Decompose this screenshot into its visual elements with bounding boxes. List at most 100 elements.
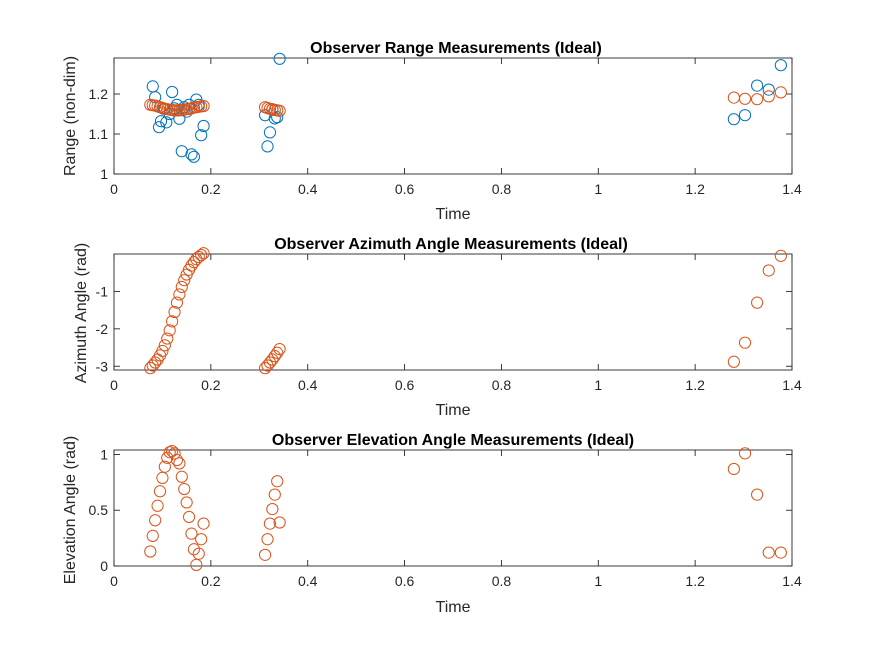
elevation-data-point [751,488,764,501]
elevation-data-point [173,457,186,470]
elevation-data-point [185,527,198,540]
range-data-point [762,83,775,96]
elevation-x-tick-label: 1 [594,573,602,589]
azimuth-x-tick-label: 0.4 [298,377,318,393]
elevation-y-tick-label: 0 [100,558,108,574]
range-x-tick-label: 1 [594,181,602,197]
elevation-data-point [170,453,184,467]
range-chart-title: Observer Range Measurements (Ideal) [310,40,602,57]
azimuth-y-tick-label: -2 [96,321,109,337]
elevation-data-point [258,548,272,561]
elevation-data-point [151,499,164,512]
elevation-data-point [197,517,210,530]
elevation-x-tick-label: 1.4 [782,573,802,589]
azimuth-x-tick-label: 0.2 [201,377,221,393]
azimuth-data-point [268,350,281,363]
azimuth-data-point [197,247,210,260]
elevation-data-point [146,529,159,542]
range-data-point [261,140,274,153]
azimuth-data-point [166,315,179,328]
elevation-data-point [144,545,157,558]
azimuth-data-point [163,324,176,337]
elevation-x-tick-label: 0.2 [201,573,221,589]
azimuth-data-point [190,253,203,266]
elevation-data-point [261,533,274,546]
elevation-x-tick-label: 0 [110,573,118,589]
range-data-point [170,104,184,117]
range-x-tick-label: 0 [110,181,118,197]
azimuth-data-point [727,355,740,368]
range-data-point [160,116,173,129]
range-data-point [185,148,198,161]
elevation-data-point [161,451,174,464]
range-x-tick-label: 0.8 [492,181,512,197]
elevation-y-axis-label: Elevation Angle (rad) [62,436,79,585]
azimuth-data-point [178,274,191,287]
elevation-x-tick-label: 1.2 [685,573,705,589]
elevation-data-point [182,510,196,524]
range-data-point [197,119,210,133]
azimuth-data-point [195,249,208,262]
azimuth-data-point [774,249,787,262]
azimuth-y-tick-label: -3 [96,358,109,374]
elevation-x-tick-label: 0.6 [395,573,415,589]
elevation-data-point [175,470,188,483]
range-y-tick-label: 1.2 [89,86,109,102]
range-x-tick-label: 1.2 [685,181,705,197]
range-x-axis-label: Time [436,206,471,223]
elevation-data-point [163,446,176,459]
elevation-data-point [178,482,191,496]
elevation-x-tick-label: 0.4 [298,573,318,589]
range-axes-frame [113,57,793,175]
azimuth-x-tick-label: 0.6 [395,377,415,393]
elevation-data-point [727,462,740,476]
elevation-data-point [187,543,201,556]
azimuth-data-point [173,288,186,301]
range-y-tick-label: 1 [100,166,108,182]
elevation-data-point [153,485,167,498]
azimuth-x-tick-label: 1 [594,377,602,393]
elevation-data-point [273,516,286,529]
azimuth-data-point [271,346,284,359]
azimuth-x-tick-label: 1.2 [685,377,705,393]
range-data-point [751,79,764,92]
range-data-point [738,92,752,105]
range-x-tick-label: 0.4 [298,181,318,197]
range-data-point [187,150,201,163]
elevation-data-point [263,517,277,530]
elevation-y-tick-label: 1 [100,446,108,462]
elevation-data-point [195,533,208,546]
elevation-series-1 [144,445,787,571]
range-data-point [762,90,775,103]
range-data-point [152,121,166,134]
elevation-data-point [738,447,752,460]
range-data-point [273,52,286,65]
azimuth-data-point [185,259,198,272]
azimuth-y-axis-label: Azimuth Angle (rad) [73,243,90,384]
azimuth-data-point [168,305,181,319]
range-data-point [774,59,787,72]
azimuth-axes-frame [113,253,793,371]
range-data-point [166,85,179,99]
azimuth-data-point [751,296,764,309]
range-y-axis-label: Range (non-dim) [62,56,79,176]
elevation-axes: Observer Elevation Angle Measurements (I… [62,432,802,616]
range-data-point [154,115,168,128]
elevation-data-point [180,496,193,509]
elevation-y-tick-label: 0.5 [89,502,109,518]
range-data-point [273,104,286,117]
azimuth-chart-title: Observer Azimuth Angle Measurements (Ide… [274,236,628,253]
elevation-chart-title: Observer Elevation Angle Measurements (I… [272,432,634,449]
range-x-tick-label: 0.6 [395,181,415,197]
azimuth-x-axis-label: Time [436,402,471,419]
azimuth-y-tick-label: -1 [96,283,109,299]
range-data-point [727,113,740,126]
range-data-point [263,126,277,139]
azimuth-axes: Observer Azimuth Angle Measurements (Ide… [73,236,802,419]
elevation-x-axis-label: Time [436,599,471,616]
elevation-data-point [192,547,205,560]
elevation-data-point [168,447,181,460]
azimuth-x-tick-label: 0 [110,377,118,393]
